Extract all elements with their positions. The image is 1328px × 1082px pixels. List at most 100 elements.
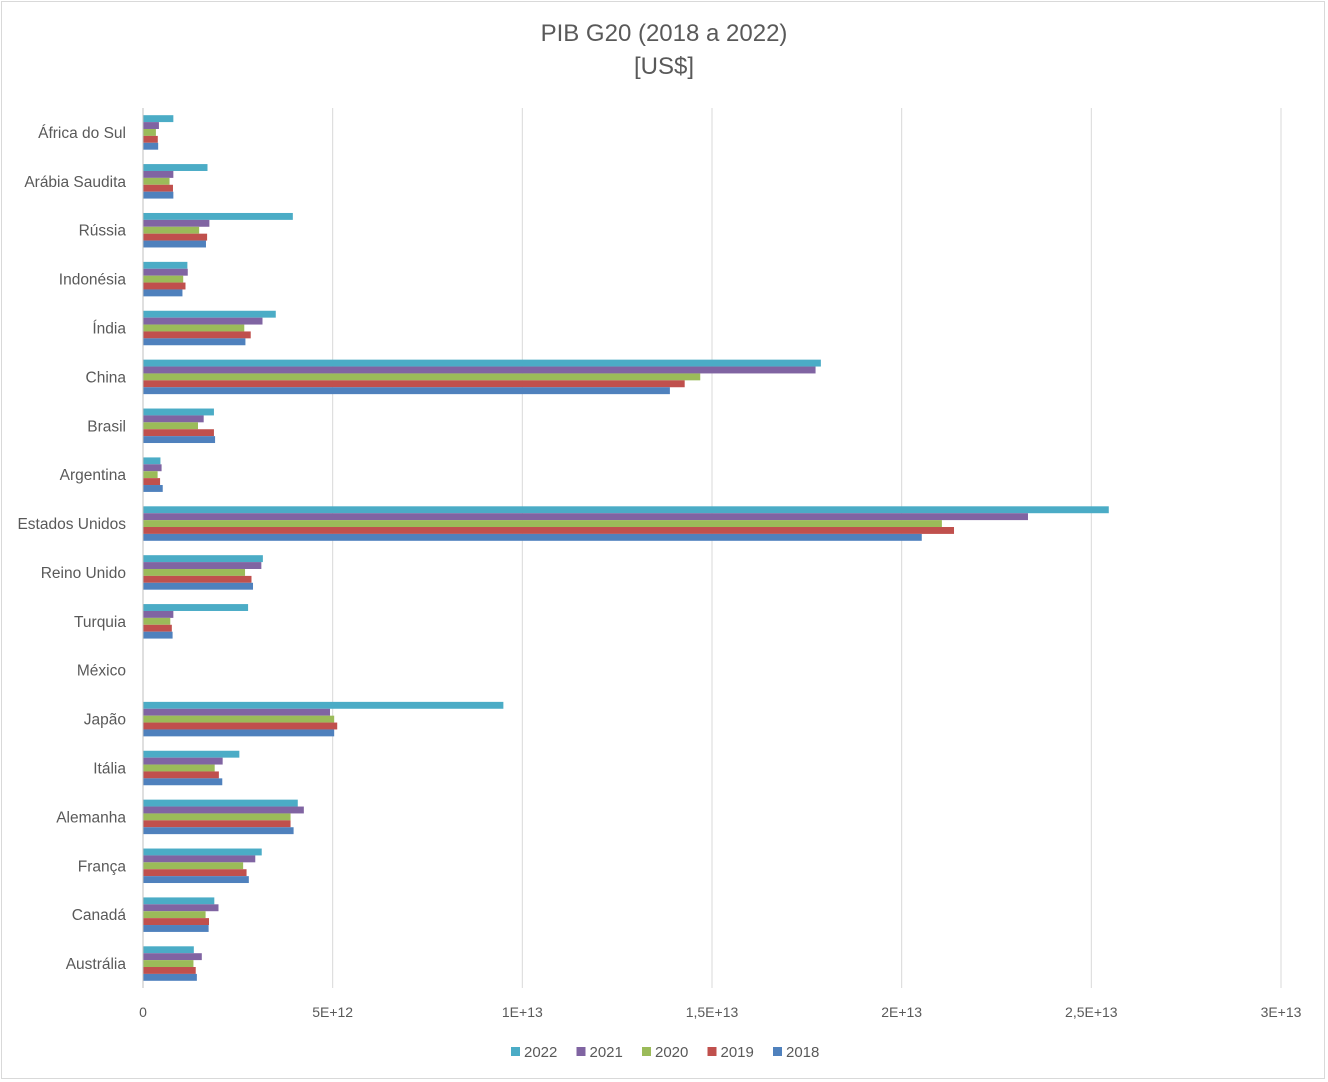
bar-brasil-2022 <box>143 408 214 416</box>
legend-label: 2018 <box>786 1044 819 1061</box>
category-label-franca: França <box>78 858 127 875</box>
legend-swatch <box>642 1047 651 1056</box>
category-label-china: China <box>86 369 127 386</box>
bar-indonesia-2020 <box>143 275 184 283</box>
bar-indonesia-2021 <box>143 268 188 276</box>
bar-brasil-2019 <box>143 429 214 437</box>
chart-subtitle: [US$] <box>633 53 695 80</box>
bar-franca-2018 <box>143 876 249 884</box>
x-tick-label: 2E+13 <box>881 1004 922 1020</box>
bar-franca-2021 <box>143 855 256 863</box>
category-label-alemanha: Alemanha <box>56 809 126 826</box>
bar-china-2022 <box>143 359 821 367</box>
category-label-italia: Itália <box>93 761 126 778</box>
bar-japao-2022 <box>143 701 504 709</box>
bar-africa-do-sul-2022 <box>143 115 174 123</box>
bar-india-2018 <box>143 338 246 346</box>
legend-label: 2021 <box>590 1044 623 1061</box>
bar-russia-2021 <box>143 219 210 227</box>
bar-brasil-2020 <box>143 422 198 430</box>
bar-estados-unidos-2018 <box>143 533 922 541</box>
bar-africa-do-sul-2018 <box>143 142 159 150</box>
category-label-turquia: Turquia <box>74 614 126 631</box>
bar-turquia-2018 <box>143 631 173 639</box>
bar-reino-unido-2021 <box>143 562 262 569</box>
legend-swatch <box>511 1047 520 1056</box>
bar-turquia-2019 <box>143 624 172 632</box>
bar-australia-2018 <box>143 973 197 981</box>
bar-argentina-2022 <box>143 457 161 465</box>
bar-russia-2020 <box>143 226 200 234</box>
bar-turquia-2020 <box>143 617 171 625</box>
bar-africa-do-sul-2020 <box>143 128 156 136</box>
bar-franca-2019 <box>143 869 247 877</box>
bar-brasil-2021 <box>143 415 204 423</box>
bar-alemanha-2018 <box>143 827 294 835</box>
legend-label: 2020 <box>655 1044 688 1061</box>
legend-label: 2019 <box>721 1044 754 1061</box>
bar-franca-2022 <box>143 848 262 856</box>
x-tick-label: 5E+12 <box>312 1004 353 1020</box>
bar-australia-2021 <box>143 953 202 961</box>
bar-brasil-2018 <box>143 436 216 444</box>
x-tick-label: 1E+13 <box>502 1004 543 1020</box>
bar-africa-do-sul-2019 <box>143 135 158 143</box>
bar-arabia-saudita-2018 <box>143 191 174 199</box>
category-label-canada: Canadá <box>72 907 127 924</box>
bar-canada-2022 <box>143 897 215 905</box>
bar-russia-2022 <box>143 212 293 220</box>
bar-india-2020 <box>143 324 245 332</box>
bar-alemanha-2021 <box>143 806 304 814</box>
gridlines <box>332 108 1282 988</box>
bar-turquia-2022 <box>143 604 249 611</box>
bar-arabia-saudita-2022 <box>143 164 208 171</box>
bar-canada-2021 <box>143 904 219 912</box>
bar-canada-2020 <box>143 911 206 919</box>
bar-australia-2019 <box>143 967 196 974</box>
x-tick-label: 2,5E+13 <box>1065 1004 1118 1020</box>
bar-reino-unido-2022 <box>143 555 263 563</box>
bar-japao-2018 <box>143 729 335 737</box>
bar-japao-2019 <box>143 722 338 730</box>
category-label-india: Índia <box>92 321 126 338</box>
bar-japao-2021 <box>143 708 331 716</box>
bar-italia-2020 <box>143 764 215 772</box>
bar-italia-2018 <box>143 778 223 786</box>
bar-indonesia-2022 <box>143 261 188 269</box>
bar-india-2019 <box>143 331 251 339</box>
bar-japao-2020 <box>143 715 335 723</box>
bar-canada-2018 <box>143 925 209 932</box>
bar-turquia-2021 <box>143 610 174 618</box>
category-label-estados-unidos: Estados Unidos <box>17 516 126 533</box>
axes: 0 5E+12 1E+13 1,5E+13 2E+13 2,5E+13 3E+13 Áfric… <box>17 108 1302 1020</box>
bar-china-2021 <box>143 366 816 374</box>
bar-australia-2020 <box>143 960 194 968</box>
bar-china-2018 <box>143 387 670 395</box>
bar-india-2021 <box>143 317 263 325</box>
bar-canada-2019 <box>143 918 209 926</box>
category-label-russia: Rússia <box>79 223 127 240</box>
bar-china-2019 <box>143 380 685 388</box>
bar-reino-unido-2020 <box>143 568 246 576</box>
category-label-japao: Japão <box>84 712 126 729</box>
bar-estados-unidos-2021 <box>143 513 1028 521</box>
bar-australia-2022 <box>143 946 194 954</box>
bar-argentina-2018 <box>143 485 163 492</box>
legend-item-2020: 2020 <box>642 1044 688 1061</box>
x-tick-label: 0 <box>139 1004 147 1020</box>
legend-item-2021: 2021 <box>576 1044 623 1061</box>
bar-franca-2020 <box>143 862 244 870</box>
legend-swatch <box>773 1047 782 1056</box>
bar-alemanha-2022 <box>143 799 298 807</box>
category-label-mexico: México <box>77 663 126 680</box>
x-tick-label: 1,5E+13 <box>686 1004 739 1020</box>
bar-indonesia-2019 <box>143 282 186 290</box>
legend: 2022 2021 2020 2019 2018 <box>511 1044 819 1061</box>
bar-arabia-saudita-2021 <box>143 170 174 178</box>
category-label-africa-do-sul: África do Sul <box>38 125 126 142</box>
bar-estados-unidos-2019 <box>143 527 955 534</box>
category-label-reino-unido: Reino Unido <box>41 565 126 582</box>
bar-italia-2022 <box>143 750 240 758</box>
legend-swatch <box>576 1047 586 1056</box>
